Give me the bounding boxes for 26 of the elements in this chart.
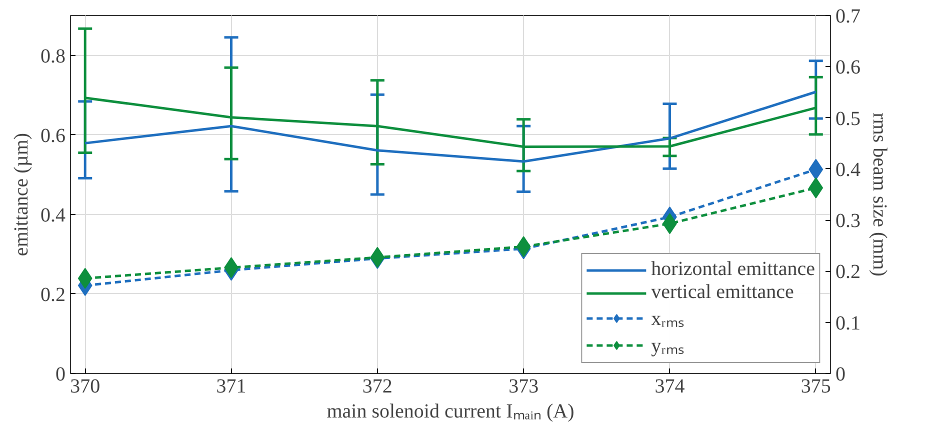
y2-tick-label: 0.1 <box>836 312 860 334</box>
y-tick-label: 0 <box>56 364 66 386</box>
y2-tick-label: 0.3 <box>836 210 860 232</box>
y-axis-title: emittance (µm) <box>10 132 32 256</box>
y-tick-label: 0.8 <box>40 45 66 68</box>
y2-tick-label: 0.6 <box>836 56 860 79</box>
legend-label: yᵣₘₛ <box>651 334 684 358</box>
y2-axis-title: rms beam size (mm) <box>868 112 890 276</box>
x-tick-label: 371 <box>216 376 246 398</box>
x-tick-label: 370 <box>70 376 100 398</box>
y-tick-label: 0.4 <box>40 204 66 226</box>
y2-tick-label: 0 <box>836 364 846 386</box>
y2-tick-label: 0.7 <box>836 6 860 28</box>
y2-tick-label: 0.2 <box>836 261 860 284</box>
y-tick-label: 0.2 <box>40 284 66 306</box>
x-tick-label: 372 <box>362 376 392 398</box>
x-tick-label: 373 <box>508 376 539 398</box>
legend-label: xᵣₘₛ <box>651 307 684 331</box>
y-tick-label: 0.6 <box>40 124 66 147</box>
legend-label: horizontal emittance <box>651 258 815 281</box>
y2-tick-label: 0.4 <box>836 158 860 181</box>
legend-label: vertical emittance <box>651 281 794 304</box>
y2-tick-label: 0.5 <box>836 108 860 130</box>
x-tick-label: 375 <box>800 376 831 398</box>
x-axis-title: main solenoid current Iₘₐᵢₙ (A) <box>326 400 574 422</box>
x-tick-label: 374 <box>654 376 685 398</box>
